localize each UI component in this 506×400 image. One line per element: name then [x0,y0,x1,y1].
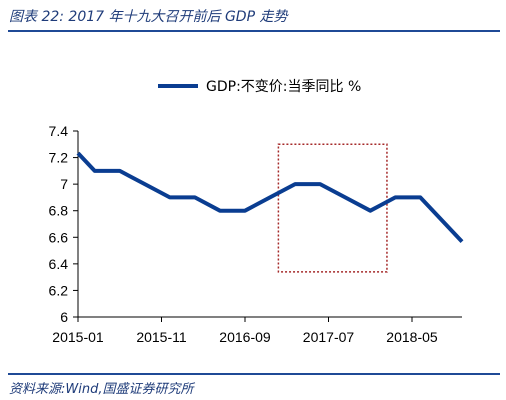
y-tick-label: 6.6 [49,229,69,245]
x-axis: 2015-01 2015-11 2016-09 2017-07 2018-05 [52,316,462,345]
y-tick-label: 6.4 [49,256,69,272]
y-tick-label: 6 [60,309,68,325]
x-tick-label: 2015-01 [52,329,104,345]
y-tick-label: 7.4 [49,123,69,139]
figure-title: 图表 22: 2017 年十九大召开前后 GDP 走势 [9,9,288,25]
y-tick-label: 7.2 [49,150,69,166]
y-tick-label: 7 [60,176,68,192]
y-axis: 6 6.2 6.4 6.6 6.8 7 7.2 7.4 [49,123,79,325]
highlight-box [277,143,388,273]
legend-label: GDP:不变价:当季同比 % [206,79,361,95]
series-line-gdp [76,151,464,243]
figure-source: 资料来源:Wind,国盛证券研究所 [9,382,194,397]
legend: GDP:不变价:当季同比 % [158,79,361,95]
x-tick-label: 2017-07 [303,329,355,345]
top-rule [8,30,500,32]
x-tick-label: 2015-11 [136,329,187,345]
y-tick-label: 6.2 [49,282,69,298]
bottom-rule [8,373,500,375]
x-tick-label: 2018-05 [386,329,438,345]
x-tick-label: 2016-09 [219,329,271,345]
y-tick-label: 6.8 [49,203,69,219]
